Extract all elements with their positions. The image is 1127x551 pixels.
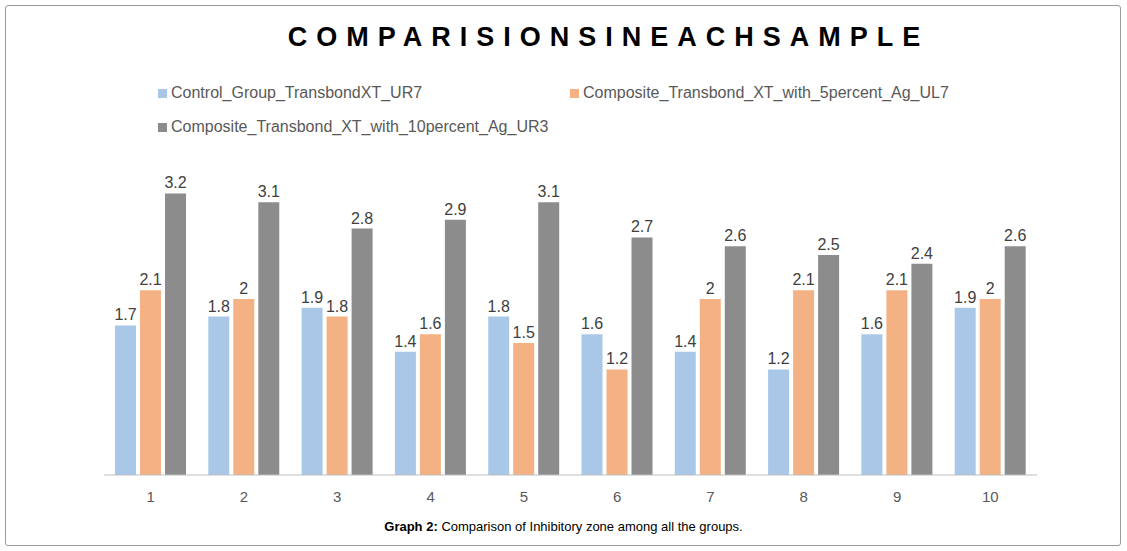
svg-text:3: 3 xyxy=(333,488,341,505)
svg-text:8: 8 xyxy=(800,488,808,505)
svg-text:1.4: 1.4 xyxy=(674,333,696,350)
svg-text:6: 6 xyxy=(613,488,621,505)
svg-text:2: 2 xyxy=(706,280,715,297)
svg-text:3.1: 3.1 xyxy=(258,183,280,200)
svg-text:1.4: 1.4 xyxy=(394,333,416,350)
svg-text:9: 9 xyxy=(893,488,901,505)
svg-text:2.1: 2.1 xyxy=(886,271,908,288)
svg-text:3.2: 3.2 xyxy=(164,174,186,191)
svg-text:2.1: 2.1 xyxy=(792,271,814,288)
svg-text:1.2: 1.2 xyxy=(606,350,628,367)
svg-text:2.7: 2.7 xyxy=(631,218,653,235)
svg-text:1.7: 1.7 xyxy=(114,306,136,323)
svg-text:2.9: 2.9 xyxy=(444,201,466,218)
svg-text:1.8: 1.8 xyxy=(488,298,510,315)
svg-text:1.6: 1.6 xyxy=(581,315,603,332)
svg-text:5: 5 xyxy=(520,488,528,505)
html-text:Composite_Transbond_XT_with_5p: Composite_Transbond_XT_with_5percent_Ag_… xyxy=(583,84,949,101)
svg-text:2.6: 2.6 xyxy=(724,227,746,244)
svg-text:2.4: 2.4 xyxy=(911,245,933,262)
svg-text:4: 4 xyxy=(426,488,434,505)
svg-text:1.6: 1.6 xyxy=(419,315,441,332)
svg-text:2.5: 2.5 xyxy=(817,236,839,253)
svg-text:1: 1 xyxy=(146,488,154,505)
html-text:Composite_Transbond_XT_with_10: Composite_Transbond_XT_with_10percent_Ag… xyxy=(171,118,549,135)
svg-text:2: 2 xyxy=(240,488,248,505)
svg-text:2: 2 xyxy=(239,280,248,297)
svg-text:2.1: 2.1 xyxy=(139,271,161,288)
html-text:Control_Group_TransbondXT_UR7: Control_Group_TransbondXT_UR7 xyxy=(171,84,423,101)
svg-text:10: 10 xyxy=(982,488,999,505)
svg-text:1.9: 1.9 xyxy=(954,289,976,306)
svg-text:3.1: 3.1 xyxy=(538,183,560,200)
svg-text:2.8: 2.8 xyxy=(351,210,373,227)
svg-text:1.5: 1.5 xyxy=(513,324,535,341)
svg-text:1.2: 1.2 xyxy=(767,350,789,367)
svg-text:1.6: 1.6 xyxy=(861,315,883,332)
html-text:Graph 2: Comparison of Inhibit: Graph 2: Comparison of Inhibitory zone a… xyxy=(384,519,743,534)
svg-text:1.8: 1.8 xyxy=(208,298,230,315)
svg-text:7: 7 xyxy=(706,488,714,505)
html-text:COMPARISIONSINEACHSAMPLE: COMPARISIONSINEACHSAMPLE xyxy=(287,22,930,52)
svg-text:2.6: 2.6 xyxy=(1004,227,1026,244)
svg-text:1.9: 1.9 xyxy=(301,289,323,306)
svg-text:2: 2 xyxy=(986,280,995,297)
svg-text:1.8: 1.8 xyxy=(326,298,348,315)
